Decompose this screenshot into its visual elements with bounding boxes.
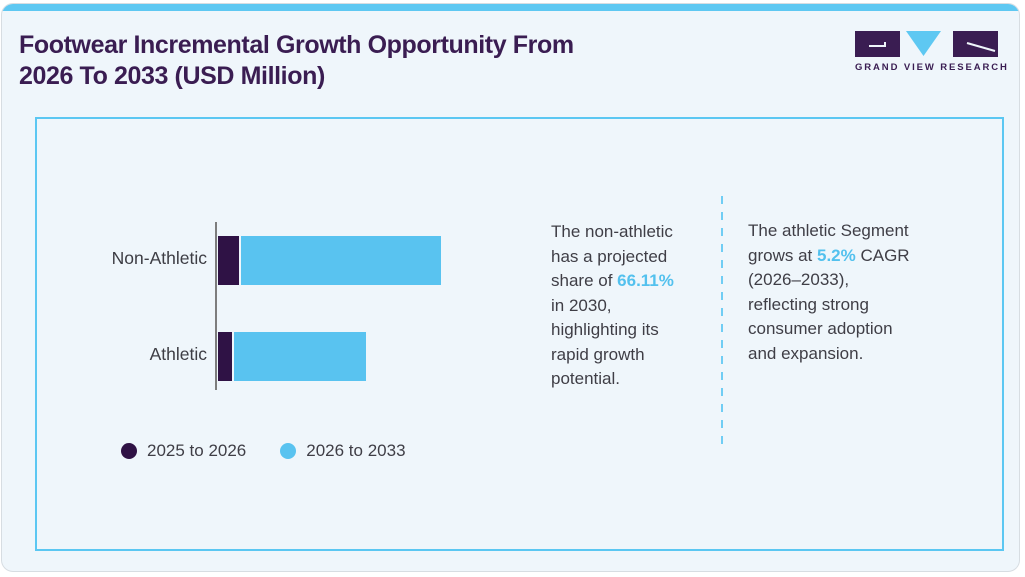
category-label-athletic: Athletic xyxy=(149,344,207,364)
legend-label: 2025 to 2026 xyxy=(147,441,247,460)
legend-swatch-blue-icon xyxy=(280,443,297,459)
report-card: Footwear Incremental Growth Opportunity … xyxy=(1,3,1020,572)
chart-legend: 2025 to 2026 2026 to 2033 xyxy=(121,441,406,461)
highlight-cagr-value: 5.2% xyxy=(816,245,856,265)
bar-segment-non-athletic-2026-2033 xyxy=(241,236,441,285)
note-text: CAGR (2026–2033), reflecting strong cons… xyxy=(748,245,910,363)
page-title-line2: 2026 To 2033 (USD Million) xyxy=(19,62,325,90)
note-text: in 2030, highlighting its rapid growth p… xyxy=(551,295,659,389)
page-title: Footwear Incremental Growth Opportunity … xyxy=(19,30,574,92)
page-title-line1: Footwear Incremental Growth Opportunity … xyxy=(19,31,574,59)
legend-item-2026-2033: 2026 to 2033 xyxy=(280,441,406,461)
note-text: The non-athletic has a projected share o… xyxy=(551,222,673,290)
bar-segment-athletic-2026-2033 xyxy=(234,332,366,381)
brand-logo: GRAND VIEW RESEARCH xyxy=(855,31,1009,73)
gvr-logo-icon xyxy=(855,31,1005,57)
bar-segment-athletic-2025-2026 xyxy=(218,332,232,381)
category-label-non-athletic: Non-Athletic xyxy=(111,248,207,268)
chart-panel: Non-Athletic Athletic 2025 to 2026 2026 … xyxy=(35,117,1004,551)
legend-swatch-purple-icon xyxy=(121,443,137,459)
chart-axis-line xyxy=(215,222,217,390)
note-athletic: The athletic Segment grows at 5.2% CAGR … xyxy=(748,219,910,366)
bar-segment-non-athletic-2025-2026 xyxy=(218,236,239,285)
legend-label: 2026 to 2033 xyxy=(306,441,406,460)
dashed-divider xyxy=(721,196,723,446)
brand-name: GRAND VIEW RESEARCH xyxy=(855,62,1009,73)
top-accent-bar xyxy=(2,4,1019,11)
note-non-athletic: The non-athletic has a projected share o… xyxy=(551,220,683,392)
highlight-share-value: 66.11% xyxy=(617,271,674,290)
bar-row-athletic xyxy=(218,332,366,381)
bar-row-non-athletic xyxy=(218,236,441,285)
legend-item-2025-2026: 2025 to 2026 xyxy=(121,441,246,461)
gvr-logo-glyphs xyxy=(855,31,998,57)
note-text: The athletic Segment grows at xyxy=(748,221,909,265)
